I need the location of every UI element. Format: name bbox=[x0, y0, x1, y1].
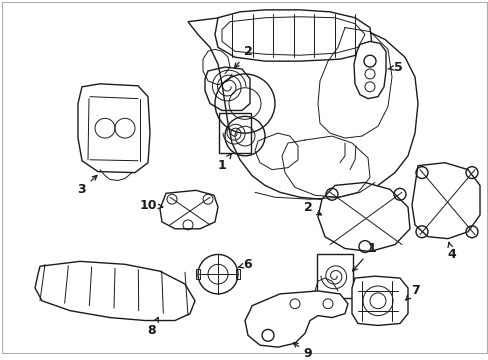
Text: 1: 1 bbox=[352, 242, 376, 271]
Polygon shape bbox=[215, 10, 371, 61]
Text: 3: 3 bbox=[78, 175, 97, 196]
Text: 2: 2 bbox=[234, 45, 252, 68]
Polygon shape bbox=[411, 163, 479, 239]
Text: 2: 2 bbox=[303, 201, 321, 215]
Text: 5: 5 bbox=[387, 60, 402, 73]
Polygon shape bbox=[353, 41, 385, 99]
Text: 10: 10 bbox=[139, 199, 163, 212]
Text: 1: 1 bbox=[217, 154, 231, 172]
Polygon shape bbox=[35, 261, 195, 320]
Polygon shape bbox=[351, 276, 407, 325]
Text: 8: 8 bbox=[147, 318, 158, 337]
Polygon shape bbox=[160, 190, 218, 229]
Text: 9: 9 bbox=[293, 343, 312, 360]
Text: 7: 7 bbox=[405, 284, 419, 300]
Polygon shape bbox=[78, 84, 150, 172]
Text: 4: 4 bbox=[447, 242, 455, 261]
Polygon shape bbox=[244, 291, 347, 347]
Polygon shape bbox=[187, 15, 417, 199]
Text: 6: 6 bbox=[238, 258, 252, 271]
Polygon shape bbox=[317, 183, 409, 252]
